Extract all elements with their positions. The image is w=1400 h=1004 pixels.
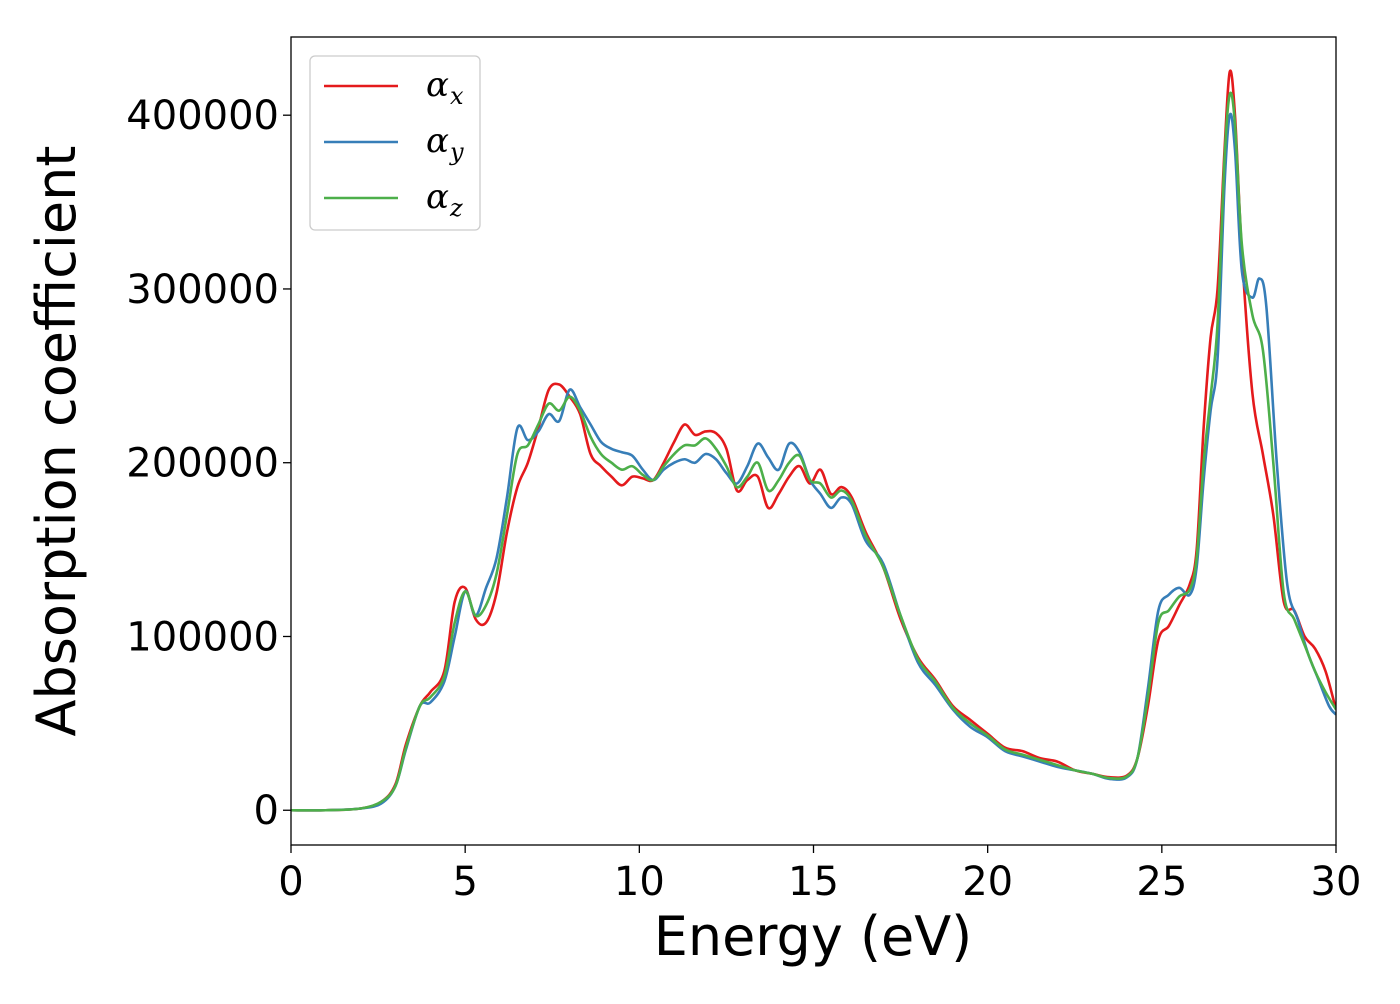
series-line-alpha-x	[291, 69, 1336, 812]
x-tick-label: 15	[788, 859, 839, 905]
y-tick-label: 0	[254, 788, 279, 834]
x-axis-label: Energy (eV)	[654, 905, 973, 968]
x-tick-label: 0	[278, 859, 303, 905]
y-axis-label: Absorption coefficient	[25, 146, 88, 737]
axes-layer: 0 5 10 15 20 25 30 0 100000 200000 300000 400000	[126, 36, 1362, 905]
y-tick-label: 300000	[126, 267, 279, 313]
legend-subscript: x	[450, 82, 464, 110]
y-tick-label: 400000	[126, 93, 279, 139]
x-tick-label: 5	[452, 859, 477, 905]
y-tick-label: 200000	[126, 441, 279, 487]
y-tick-label: 100000	[126, 614, 279, 660]
x-tick-label: 25	[1136, 859, 1187, 905]
legend-subscript: y	[449, 138, 464, 166]
series-line-alpha-z	[291, 91, 1336, 812]
x-tick-label: 30	[1311, 859, 1362, 905]
legend-label-alpha-x: αx	[426, 65, 464, 110]
legend-subscript: z	[449, 194, 463, 222]
plot-layer	[291, 69, 1336, 812]
series-group	[291, 69, 1336, 812]
x-tick-label: 20	[962, 859, 1013, 905]
x-tick-label: 10	[614, 859, 665, 905]
